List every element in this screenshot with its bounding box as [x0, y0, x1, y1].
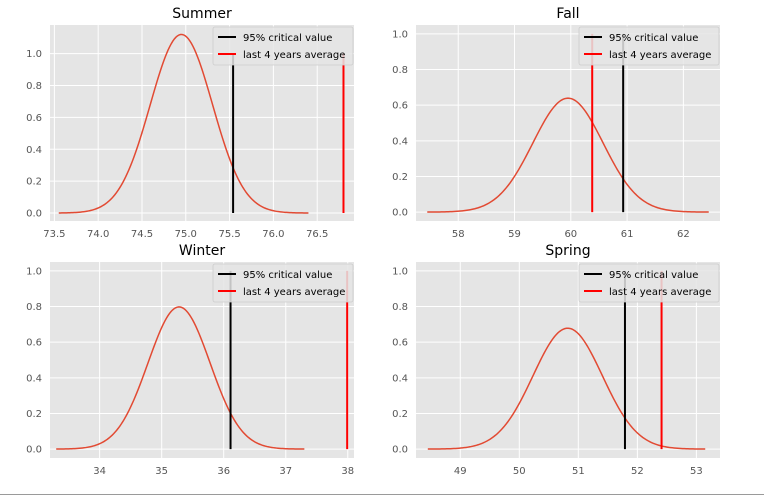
density-curve — [427, 327, 706, 450]
y-tick-label: 1.0 — [26, 49, 42, 60]
chart-title: Fall — [556, 6, 579, 22]
y-tick-label: 0.4 — [26, 145, 42, 156]
x-tick-label: 62 — [677, 229, 690, 240]
x-tick-label: 61 — [621, 229, 634, 240]
y-tick-label: 0.4 — [392, 136, 408, 147]
x-tick-label: 58 — [452, 229, 465, 240]
legend-label-average: last 4 years average — [243, 287, 345, 298]
legend-label-critical: 95% critical value — [609, 33, 698, 44]
chart-summer: 73.5 74.0 74.5 75.0 75.5 76.0 76.5 0.0 0.2 0.4 0.6… — [26, 6, 354, 240]
x-tick-label: 36 — [217, 466, 230, 477]
density-curve — [56, 306, 305, 450]
y-tick-label: 1.0 — [392, 29, 408, 40]
x-tick-label: 74.0 — [87, 229, 109, 240]
x-tick-label: 52 — [631, 466, 644, 477]
x-tick-label: 76.0 — [262, 229, 284, 240]
x-tick-label: 75.5 — [218, 229, 240, 240]
x-tick-label: 53 — [690, 466, 703, 477]
x-tick-label: 74.5 — [131, 229, 153, 240]
x-tick-label: 50 — [513, 466, 526, 477]
legend-box — [578, 263, 720, 303]
chart-fall: 58 59 60 61 62 0.0 0.2 0.4 0.6 0.8 1.0 Fall 95% crit… — [392, 6, 720, 240]
y-tick-label: 0.8 — [26, 81, 42, 92]
y-tick-label: 0.4 — [26, 373, 42, 384]
y-tick-label: 0.8 — [392, 302, 408, 313]
legend-box — [212, 26, 354, 66]
y-tick-label: 1.0 — [26, 266, 42, 277]
y-tick-label: 0.8 — [26, 302, 42, 313]
y-tick-label: 0.6 — [26, 338, 42, 349]
chart-title: Summer — [172, 6, 232, 22]
legend: 95% critical value last 4 years average — [212, 26, 354, 66]
x-tick-label: 38 — [341, 466, 354, 477]
x-tick-label: 51 — [572, 466, 585, 477]
x-tick-label: 34 — [93, 466, 106, 477]
legend-label-average: last 4 years average — [609, 287, 711, 298]
x-tick-label: 76.5 — [306, 229, 328, 240]
x-tick-label: 60 — [564, 229, 577, 240]
y-tick-label: 0.6 — [26, 113, 42, 124]
y-tick-label: 0.2 — [26, 177, 42, 188]
y-tick-label: 0.6 — [392, 101, 408, 112]
chart-spring: 49 50 51 52 53 0.0 0.2 0.4 0.6 0.8 1.0 Spring 95% cr… — [392, 243, 720, 477]
y-tick-label: 0.0 — [26, 209, 42, 220]
legend-label-critical: 95% critical value — [243, 270, 332, 281]
y-tick-label: 0.0 — [26, 445, 42, 456]
x-tick-label: 49 — [454, 466, 467, 477]
legend: 95% critical value last 4 years average — [578, 263, 720, 303]
chart-title: Winter — [179, 243, 225, 259]
legend: 95% critical value last 4 years average — [578, 26, 720, 66]
y-tick-label: 0.6 — [392, 338, 408, 349]
y-tick-label: 0.0 — [392, 208, 408, 219]
x-tick-label: 75.0 — [175, 229, 197, 240]
y-tick-label: 0.0 — [392, 445, 408, 456]
y-tick-label: 0.2 — [392, 172, 408, 183]
x-tick-label: 35 — [155, 466, 168, 477]
y-tick-label: 0.8 — [392, 65, 408, 76]
legend-label-average: last 4 years average — [609, 50, 711, 61]
density-curve — [58, 33, 309, 214]
legend-box — [212, 263, 354, 303]
chart-title: Spring — [545, 243, 590, 259]
bottom-divider — [0, 494, 764, 495]
y-tick-label: 0.2 — [392, 409, 408, 420]
legend-label-critical: 95% critical value — [609, 270, 698, 281]
legend-label-average: last 4 years average — [243, 50, 345, 61]
legend-label-critical: 95% critical value — [243, 33, 332, 44]
x-tick-label: 73.5 — [43, 229, 65, 240]
x-tick-label: 59 — [508, 229, 521, 240]
legend: 95% critical value last 4 years average — [212, 263, 354, 303]
chart-winter: 34 35 36 37 38 0.0 0.2 0.4 0.6 0.8 1.0 Winter 95% cr… — [26, 243, 354, 477]
y-tick-label: 0.4 — [392, 373, 408, 384]
density-curve — [427, 97, 709, 213]
y-tick-label: 0.2 — [26, 409, 42, 420]
y-tick-label: 1.0 — [392, 266, 408, 277]
legend-box — [578, 26, 720, 66]
x-tick-label: 37 — [279, 466, 292, 477]
